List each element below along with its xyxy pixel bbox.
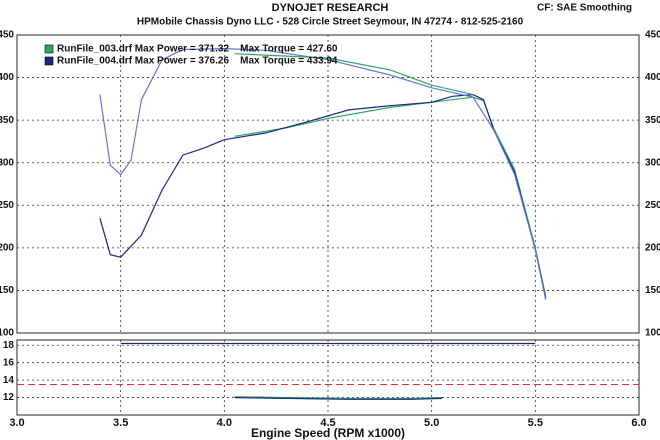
y-tick-label: 350 <box>0 115 14 126</box>
x-tick-label: 3.0 <box>9 417 24 429</box>
x-tick-label: 3.5 <box>113 417 128 429</box>
series-line <box>234 96 547 297</box>
y-tick-label: 150 <box>0 285 14 296</box>
y-tick-label: 250 <box>0 200 14 211</box>
series-line <box>99 93 547 299</box>
y2-tick-label: 150 <box>645 285 660 296</box>
y-tick-label: 100 <box>0 328 14 339</box>
x-tick-label: 6.0 <box>631 417 646 429</box>
y-tick-label: 16 <box>3 357 15 368</box>
x-tick-label: 5.5 <box>528 417 543 429</box>
y2-tick-label: 350 <box>645 115 660 126</box>
x-tick-label: 5.0 <box>424 417 439 429</box>
x-tick-label: 4.5 <box>320 417 335 429</box>
y2-tick-label: 300 <box>645 157 660 168</box>
y-tick-label: 300 <box>0 157 14 168</box>
y2-tick-label: 450 <box>645 30 660 41</box>
y2-tick-label: 100 <box>645 328 660 339</box>
chart-subtitle: HPMobile Chassis Dyno LLC - 528 Circle S… <box>137 17 524 28</box>
y2-tick-label: 250 <box>645 200 660 211</box>
legend-label: RunFile_003.drf Max Power = 371.32 Max T… <box>57 44 338 55</box>
legend-label: RunFile_004.drf Max Power = 376.26 Max T… <box>57 56 338 67</box>
y-tick-label: 18 <box>3 340 15 351</box>
series-line <box>234 53 474 96</box>
series-line <box>234 396 443 399</box>
y2-tick-label: 400 <box>645 72 660 83</box>
legend-swatch <box>44 56 54 66</box>
series-line <box>234 397 443 400</box>
power-plot-frame <box>16 34 640 334</box>
x-axis-label: Engine Speed (RPM x1000) <box>251 426 405 440</box>
y-tick-label: 450 <box>0 30 14 41</box>
y-tick-label: 12 <box>3 392 15 403</box>
legend-swatch <box>44 44 54 54</box>
settings-text: CF: SAE Smoothing <box>537 3 632 14</box>
y-tick-label: 400 <box>0 72 14 83</box>
x-tick-label: 4.0 <box>217 417 232 429</box>
afr-plot-frame <box>16 339 640 416</box>
series-line <box>99 47 547 300</box>
y-tick-label: 14 <box>3 375 15 386</box>
y2-tick-label: 200 <box>645 242 660 253</box>
y-tick-label: 200 <box>0 242 14 253</box>
chart-title: DYNOJET RESEARCH <box>272 2 389 14</box>
